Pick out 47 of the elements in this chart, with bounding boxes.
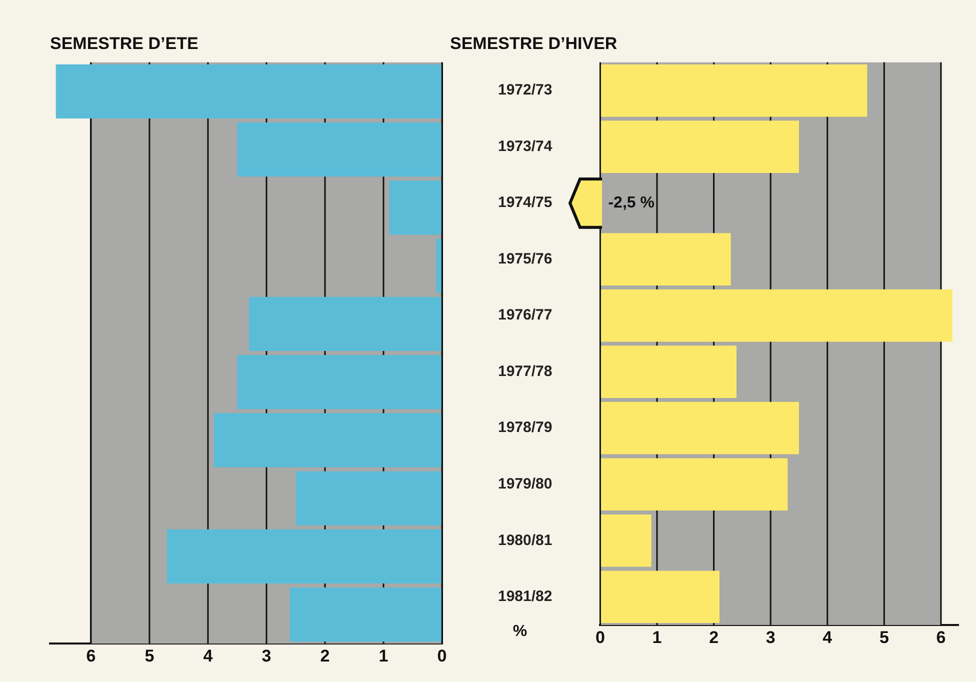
y-tick-label: 1981/82 bbox=[498, 588, 552, 606]
x-axis-title: % bbox=[512, 622, 528, 640]
y-tick-label: 1979/80 bbox=[498, 475, 552, 492]
y-tick-label: 1976/77 bbox=[498, 306, 552, 324]
x-tick-label: 4 bbox=[822, 628, 833, 647]
x-tick-label: 2 bbox=[320, 646, 330, 666]
bar bbox=[436, 238, 442, 293]
bar bbox=[600, 570, 720, 624]
bar bbox=[600, 402, 799, 454]
x-tick-label: 4 bbox=[203, 646, 214, 666]
bar bbox=[600, 64, 868, 117]
chart-title: SEMESTRE D’HIVER bbox=[450, 34, 618, 53]
chart-title: SEMESTRE D’ETE bbox=[50, 34, 198, 53]
bar bbox=[214, 413, 442, 468]
annotation: -2,5 % bbox=[608, 194, 654, 212]
x-tick-label: 6 bbox=[86, 646, 96, 666]
bar bbox=[237, 122, 442, 177]
bar bbox=[600, 458, 788, 511]
y-tick-label: 1978/79 bbox=[498, 419, 552, 436]
bar bbox=[56, 64, 442, 118]
x-tick-label: 1 bbox=[378, 646, 388, 666]
bar bbox=[600, 514, 652, 567]
y-tick-label: 1975/76 bbox=[498, 250, 552, 268]
x-tick-label: 3 bbox=[262, 646, 272, 666]
x-tick-label: 0 bbox=[437, 646, 447, 666]
bar bbox=[237, 355, 442, 410]
bar bbox=[167, 529, 442, 584]
x-tick-label: 2 bbox=[709, 628, 719, 647]
y-tick-label: 1980/81 bbox=[498, 532, 552, 549]
x-tick-label: 0 bbox=[595, 628, 605, 647]
bar bbox=[600, 289, 952, 342]
bar bbox=[389, 180, 442, 235]
x-tick-label: 1 bbox=[652, 628, 662, 647]
bar bbox=[248, 296, 442, 351]
y-tick-label: 1973/74 bbox=[498, 138, 553, 155]
y-tick-label: 1974/75 bbox=[498, 194, 552, 212]
x-tick-label: 5 bbox=[144, 646, 154, 666]
x-tick-label: 6 bbox=[936, 628, 946, 647]
bar bbox=[290, 588, 442, 642]
bar bbox=[296, 471, 442, 526]
bar bbox=[600, 346, 737, 398]
y-tick-label: 1972/73 bbox=[498, 82, 552, 99]
x-tick-label: 3 bbox=[766, 628, 776, 647]
bar bbox=[600, 120, 799, 173]
x-tick-label: 5 bbox=[879, 628, 889, 647]
y-tick-label: 1977/78 bbox=[498, 362, 552, 380]
bar bbox=[600, 233, 731, 286]
